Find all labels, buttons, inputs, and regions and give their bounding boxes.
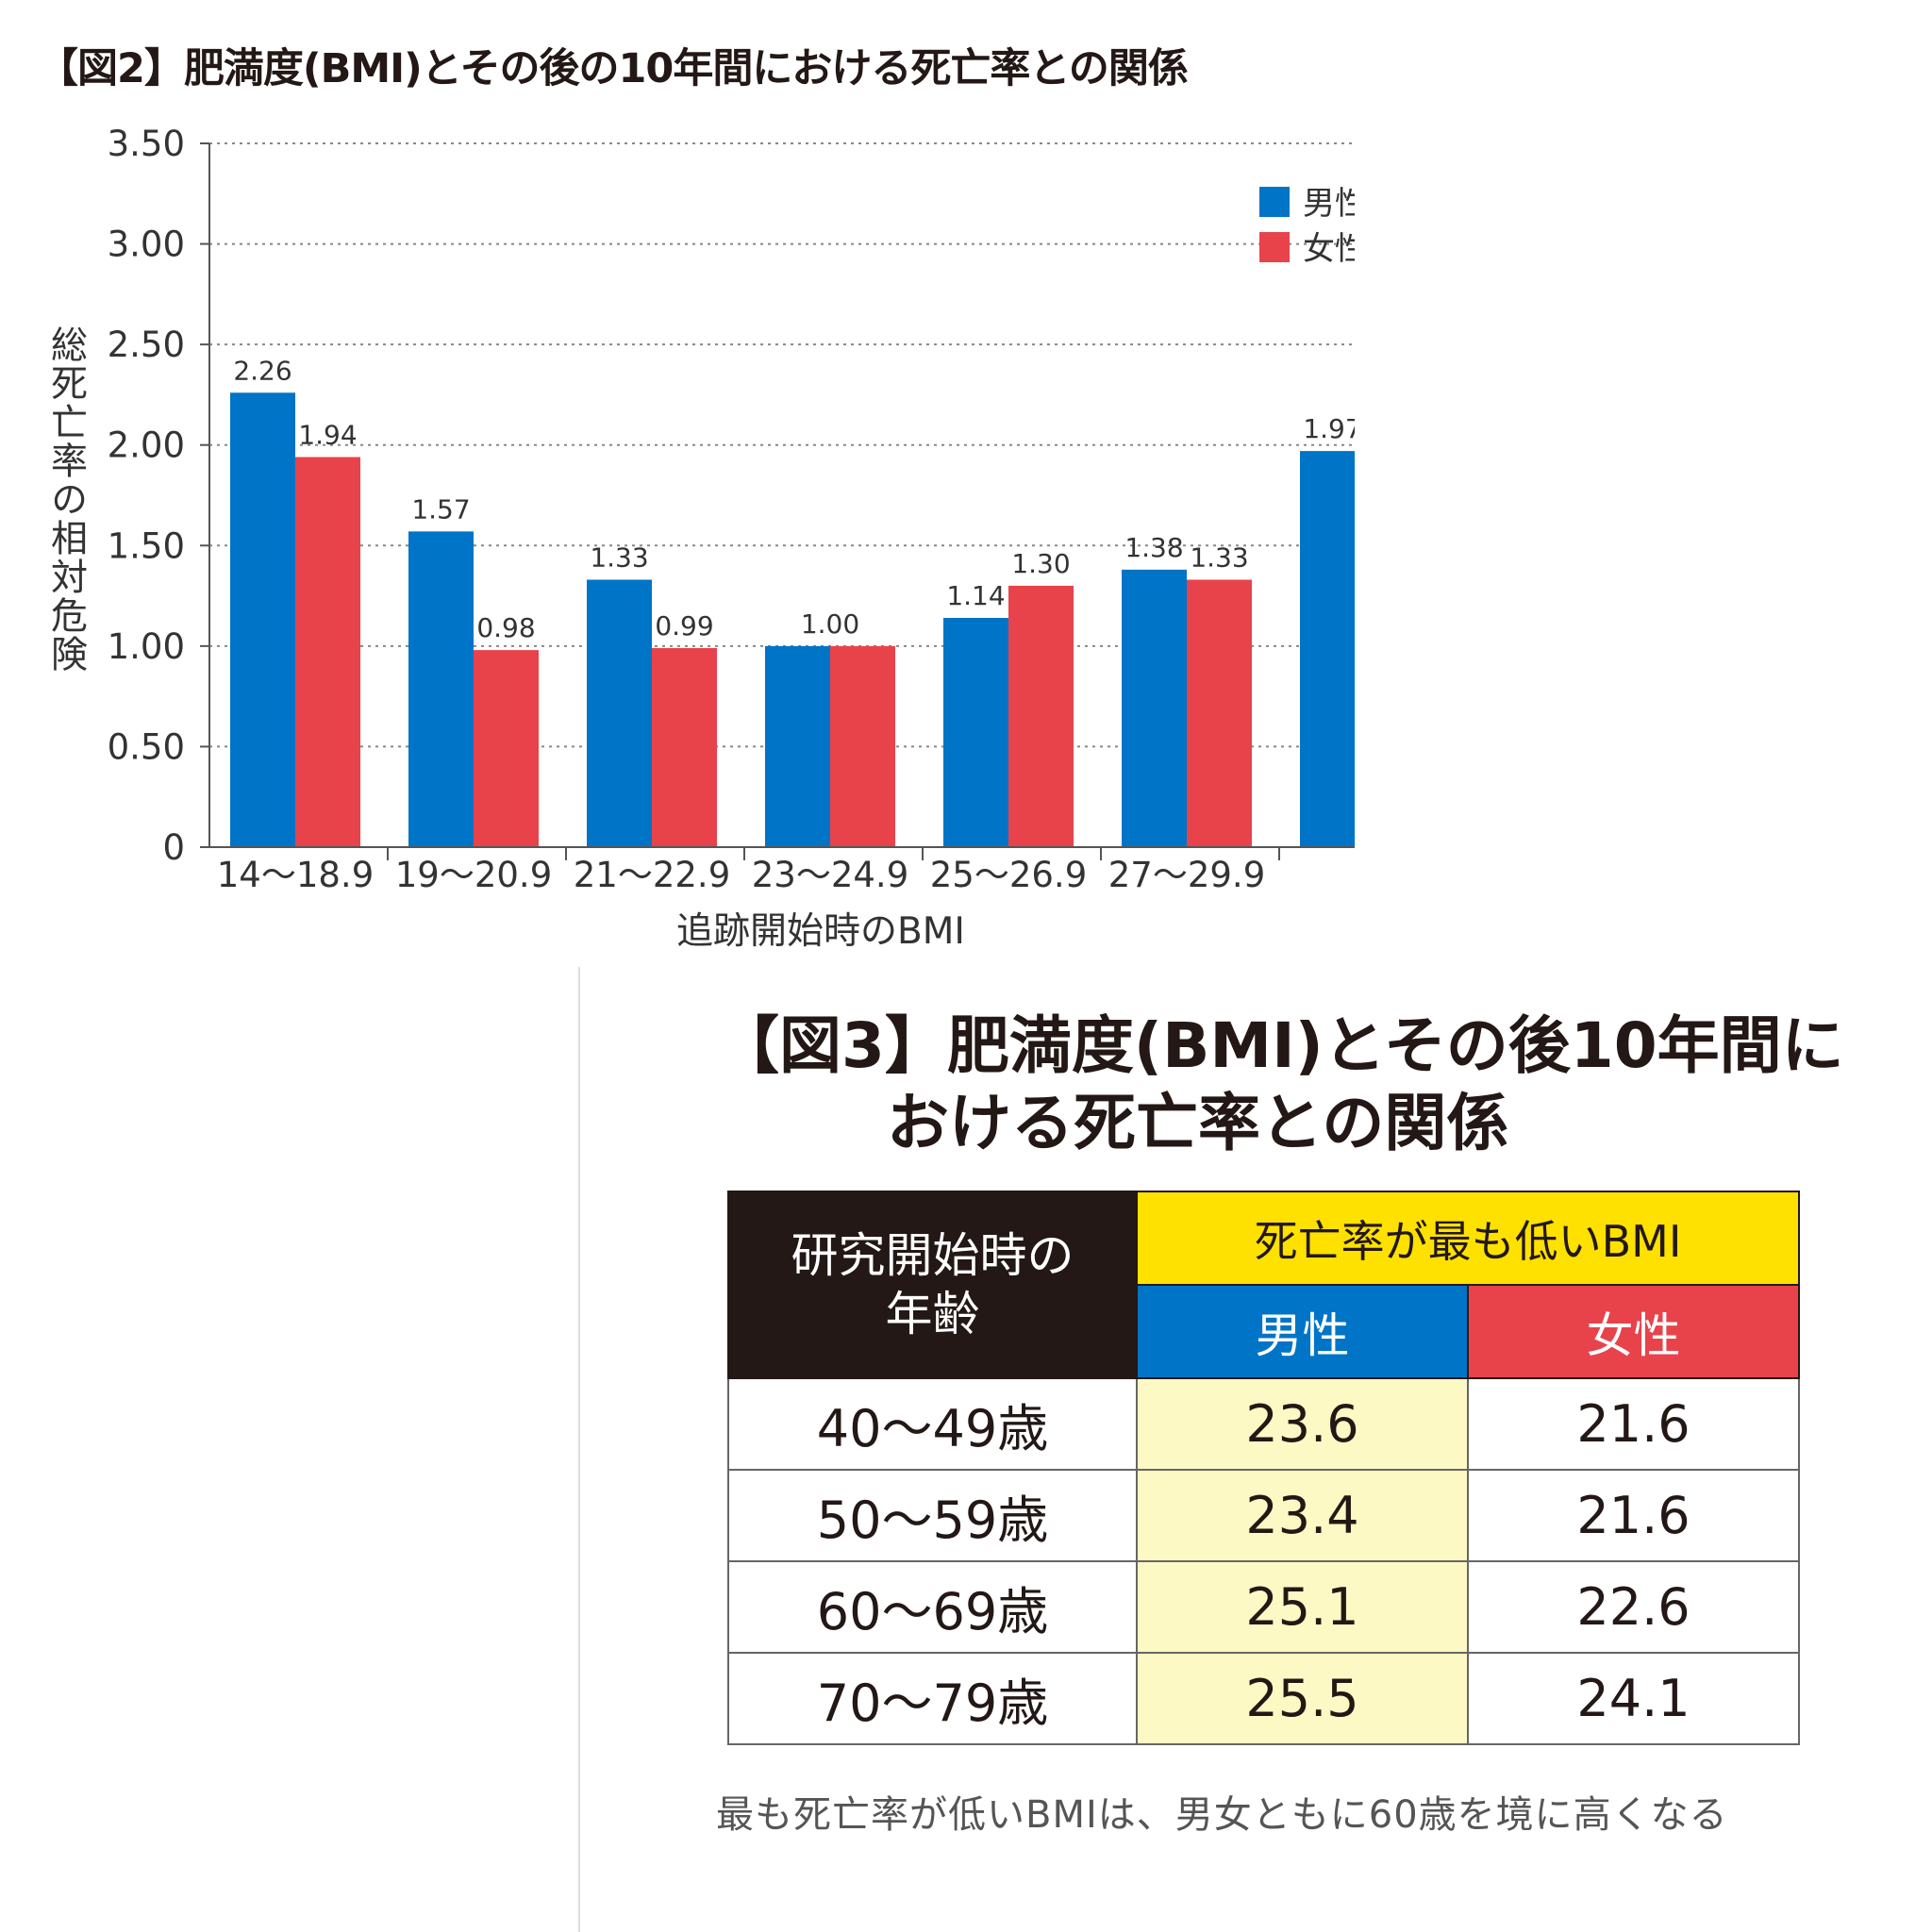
female-bmi-cell: 21.6: [1467, 1469, 1800, 1562]
legend-swatch: [1259, 187, 1290, 217]
male-bmi-cell: 25.1: [1136, 1560, 1469, 1654]
figure3-title-line1: 【図3】肥満度(BMI)とその後10年間に: [717, 1009, 1844, 1082]
y-tick-label: 3.00: [108, 225, 185, 265]
legend-swatch: [1259, 232, 1290, 262]
value-label: 0.99: [655, 610, 713, 641]
x-tick-label: 23〜24.9: [752, 855, 908, 895]
value-label: 1.97: [1303, 413, 1355, 444]
y-tick-label: 2.50: [108, 325, 185, 365]
column-divider: [578, 967, 580, 1932]
x-tick-label: 14〜18.9: [217, 855, 374, 895]
figure3-title-line2: おける死亡率との関係: [887, 1087, 1509, 1159]
table-row: 50〜59歳 23.4 21.6: [727, 1469, 1800, 1562]
figure2-chart-area: 0 0.50 1.00 1.50 2.00 2.50 3.00 3.50 14〜18.9 19〜2…: [0, 0, 1355, 967]
y-tick-label: 0: [162, 827, 185, 868]
value-label: 1.33: [590, 542, 648, 574]
figure3-title: 【図3】肥満度(BMI)とその後10年間に おける死亡率との関係: [717, 1008, 1844, 1162]
bar-chart: 0 0.50 1.00 1.50 2.00 2.50 3.00 3.50 14〜18.9 19〜2…: [45, 124, 1355, 953]
table-row: 40〜49歳 23.6 21.6: [727, 1377, 1800, 1471]
y-axis-title: 総死亡率の相対危険: [45, 325, 88, 674]
header-female: 女性: [1467, 1284, 1800, 1379]
x-tick-label: 19〜20.9: [395, 855, 552, 895]
bar-male: [1122, 569, 1187, 847]
y-tick-label: 2.00: [108, 425, 185, 466]
value-label: 1.33: [1190, 542, 1248, 574]
x-tick-label: 25〜26.9: [930, 855, 1087, 895]
header-male: 男性: [1136, 1284, 1469, 1379]
value-label: 0.98: [476, 612, 535, 643]
lowest-mortality-bmi-table: 研究開始時の年齢 死亡率が最も低いBMI 男性 女性 40〜49歳 23.6 21.…: [727, 1191, 1800, 1745]
value-label: 1.14: [946, 580, 1005, 611]
male-bmi-cell: 25.5: [1136, 1652, 1469, 1745]
bar-male: [765, 645, 830, 847]
value-label: 1.94: [298, 420, 357, 451]
value-label: 1.30: [1011, 548, 1070, 579]
header-age-text: 研究開始時の年齢: [791, 1228, 1074, 1341]
table-row: 60〜69歳 25.1 22.6: [727, 1560, 1800, 1654]
bar-male: [230, 392, 295, 847]
figure2-title: 【図2】肥満度(BMI)とその後の10年間における死亡率との関係: [38, 45, 1189, 92]
bar-female: [1008, 585, 1074, 847]
bar-female: [295, 457, 360, 847]
age-cell: 70〜79歳: [727, 1652, 1138, 1745]
female-bmi-cell: 24.1: [1467, 1652, 1800, 1745]
x-tick-label: 21〜22.9: [574, 855, 730, 895]
bar-male: [408, 531, 474, 847]
y-tick-label: 1.50: [108, 525, 185, 566]
value-label: 1.00: [801, 608, 859, 640]
value-label: 1.38: [1124, 532, 1183, 563]
bar-female: [1187, 579, 1252, 847]
bar-male: [943, 618, 1008, 847]
legend-label: 男性: [1303, 185, 1355, 223]
value-label: 1.57: [411, 493, 470, 525]
x-axis-title: 追跡開始時のBMI: [676, 910, 965, 953]
female-bmi-cell: 22.6: [1467, 1560, 1800, 1654]
bar-male: [1300, 451, 1355, 847]
age-cell: 50〜59歳: [727, 1469, 1138, 1562]
header-min-bmi: 死亡率が最も低いBMI: [1136, 1191, 1800, 1286]
bar-female: [652, 647, 717, 847]
male-bmi-cell: 23.4: [1136, 1469, 1469, 1562]
male-bmi-cell: 23.6: [1136, 1377, 1469, 1471]
value-label: 2.26: [233, 355, 291, 386]
y-tick-label: 3.50: [108, 124, 185, 164]
bar-female: [830, 645, 895, 847]
bar-female: [474, 650, 539, 847]
y-tick-label: 0.50: [108, 726, 185, 767]
y-tick-label: 1.00: [108, 626, 185, 667]
female-bmi-cell: 21.6: [1467, 1377, 1800, 1471]
table-row: 70〜79歳 25.5 24.1: [727, 1652, 1800, 1745]
age-cell: 40〜49歳: [727, 1377, 1138, 1471]
header-age: 研究開始時の年齢: [727, 1191, 1138, 1379]
legend-label: 女性: [1303, 230, 1355, 268]
age-cell: 60〜69歳: [727, 1560, 1138, 1654]
figure3-caption: 最も死亡率が低いBMIは、男女ともに60歳を境に高くなる: [716, 1793, 1728, 1837]
bar-male: [587, 579, 652, 847]
x-tick-label: 27〜29.9: [1108, 855, 1265, 895]
